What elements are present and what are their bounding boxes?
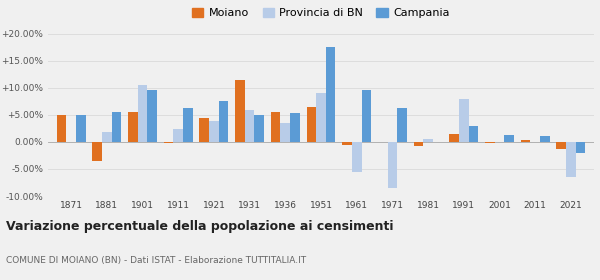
Bar [485, 142, 494, 143]
Legend: Moiano, Provincia di BN, Campania: Moiano, Provincia di BN, Campania [188, 3, 454, 23]
Bar [521, 140, 530, 142]
Bar [138, 85, 148, 142]
Text: COMUNE DI MOIANO (BN) - Dati ISTAT - Elaborazione TUTTITALIA.IT: COMUNE DI MOIANO (BN) - Dati ISTAT - Ela… [6, 256, 306, 265]
Bar [449, 134, 459, 142]
Bar [413, 142, 423, 146]
Bar [173, 129, 183, 142]
Bar [566, 142, 575, 177]
Bar [362, 90, 371, 142]
Bar [209, 121, 219, 142]
Bar [76, 115, 86, 142]
Bar [459, 99, 469, 142]
Bar [164, 142, 173, 143]
Bar [128, 112, 138, 142]
Bar [199, 118, 209, 142]
Bar [235, 80, 245, 142]
Bar [307, 107, 316, 142]
Bar [469, 126, 478, 142]
Bar [504, 135, 514, 142]
Bar [219, 101, 229, 142]
Bar [352, 142, 362, 172]
Bar [271, 112, 280, 142]
Bar [183, 108, 193, 142]
Bar [280, 123, 290, 142]
Bar [342, 142, 352, 144]
Bar [388, 142, 397, 188]
Bar [316, 93, 326, 142]
Bar [102, 132, 112, 142]
Bar [290, 113, 300, 142]
Bar [540, 136, 550, 142]
Bar [397, 108, 407, 142]
Bar [245, 111, 254, 142]
Bar [112, 112, 121, 142]
Bar [556, 142, 566, 149]
Bar [57, 115, 67, 142]
Bar [423, 139, 433, 142]
Bar [254, 115, 264, 142]
Bar [575, 142, 585, 153]
Bar [92, 142, 102, 161]
Bar [326, 47, 335, 142]
Text: Variazione percentuale della popolazione ai censimenti: Variazione percentuale della popolazione… [6, 220, 394, 233]
Bar [148, 90, 157, 142]
